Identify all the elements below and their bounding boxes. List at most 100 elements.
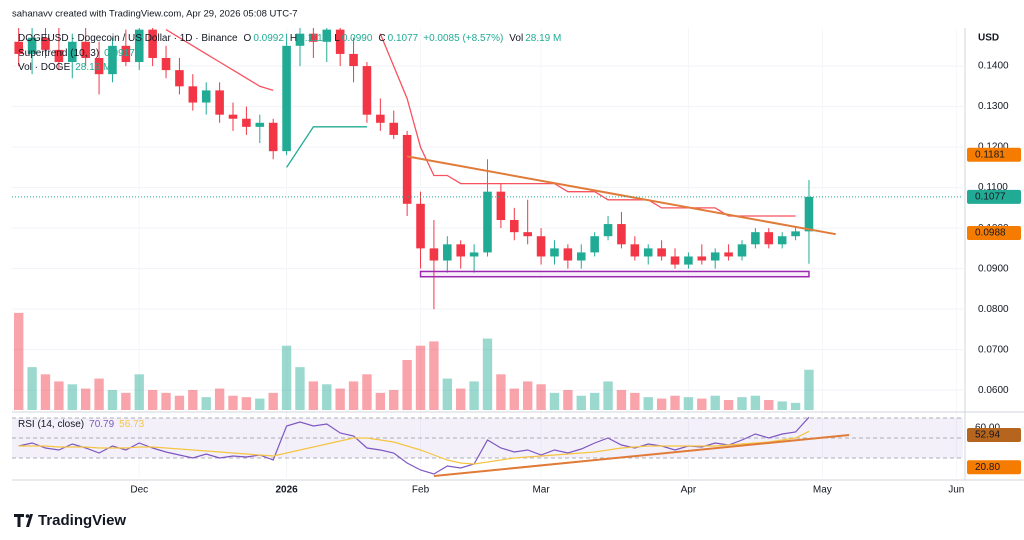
- y-tick-label: 0.1100: [978, 182, 1008, 193]
- candle-body: [389, 122, 399, 135]
- volume-bar: [442, 378, 453, 410]
- candle-body: [94, 57, 104, 75]
- volume-bar: [603, 381, 613, 410]
- rsi-layer: [12, 416, 963, 477]
- volume-bar: [67, 384, 77, 410]
- price-layer: [12, 28, 963, 310]
- y-tick-label: 0.0900: [978, 263, 1009, 274]
- price-label: 0.1077: [975, 192, 1006, 203]
- x-tick-label: Apr: [681, 485, 697, 496]
- candle-body: [563, 248, 573, 261]
- volume-bar: [281, 345, 292, 410]
- x-tick-label: Dec: [130, 485, 148, 496]
- volume-bar: [375, 392, 386, 410]
- source-note: sahanavv created with TradingView.com, A…: [12, 9, 298, 20]
- volume-bar: [295, 367, 305, 410]
- volume-bar: [268, 392, 278, 410]
- symbol-legend: DOGEUSD · Dogecoin / US Dollar · 1D · Bi…: [18, 33, 561, 44]
- rsi-value: 70.79: [89, 419, 114, 430]
- volume-bar: [616, 390, 627, 410]
- candle-body: [255, 122, 265, 127]
- candle-body: [41, 37, 50, 50]
- candle-body: [630, 244, 640, 257]
- price-label-box: [967, 189, 1021, 204]
- volume-bar: [188, 390, 198, 410]
- volume-bar: [804, 369, 814, 410]
- candle-body: [282, 45, 291, 152]
- candle-body: [751, 232, 760, 245]
- volume-bar: [589, 392, 600, 410]
- x-tick-label: Jun: [948, 485, 964, 496]
- volume-bar: [201, 397, 211, 410]
- candle-body: [684, 256, 693, 265]
- rsi-value-box: [967, 428, 1021, 443]
- candle-body: [376, 114, 385, 123]
- vol-label: Vol: [509, 33, 523, 44]
- ohlc-label: H: [290, 33, 297, 44]
- volume-bar: [522, 381, 533, 410]
- ohlc-label: O: [244, 33, 252, 44]
- candle-body: [134, 29, 144, 63]
- support-zone: [419, 270, 810, 278]
- volume-bar: [121, 392, 131, 410]
- candle-body: [590, 236, 599, 253]
- price-label: 0.1181: [975, 149, 1005, 160]
- price-label-box: [967, 147, 1021, 162]
- trendline: [406, 155, 836, 236]
- volume-bar: [777, 401, 787, 410]
- rsi-trendline: [433, 434, 850, 477]
- volume-bar: [630, 392, 640, 410]
- volume-bar: [750, 395, 761, 410]
- price-label-box: [967, 225, 1021, 240]
- candle-body: [175, 70, 184, 87]
- y-tick-label: 0.1300: [978, 101, 1009, 112]
- candle-body: [483, 191, 492, 253]
- candle-body: [362, 66, 372, 115]
- axis-layer: 0.14000.13000.12000.11000.10000.09000.08…: [130, 61, 1021, 496]
- volume-bar: [362, 374, 372, 410]
- candle-body: [429, 248, 439, 261]
- volume-bar: [496, 374, 506, 410]
- volume-bar: [643, 397, 653, 410]
- candle-body: [14, 41, 23, 54]
- volume-name: Vol · DOGE: [18, 62, 71, 73]
- candle-body: [188, 86, 198, 103]
- volume-bar: [509, 388, 519, 410]
- x-tick-label: Feb: [412, 485, 430, 496]
- volume-bar: [241, 397, 252, 410]
- logo-icon: [14, 514, 33, 527]
- volume-bar: [683, 397, 694, 410]
- candle-body: [268, 122, 278, 152]
- candle-body: [215, 90, 224, 115]
- rsi-value-box: [967, 460, 1021, 475]
- volume-bar: [389, 390, 399, 410]
- candle-body: [456, 244, 465, 257]
- y-tick-label: 0.0700: [978, 344, 1009, 355]
- ohlc-value: 0.1119: [299, 33, 329, 44]
- candle-body: [804, 196, 814, 232]
- grid-layer: [12, 28, 963, 478]
- volume-bar: [549, 392, 560, 410]
- volume-bar: [764, 400, 774, 410]
- rsi-name: RSI (14, close): [18, 419, 84, 430]
- rsi-value-label: 52.94: [975, 430, 1000, 441]
- volume-bar: [107, 390, 118, 410]
- rsi-legend: RSI (14, close) 70.79 56.73: [18, 419, 145, 430]
- candle-body: [335, 29, 345, 54]
- volume-bar: [697, 398, 707, 410]
- volume-bar: [737, 397, 747, 410]
- volume-bar: [308, 381, 319, 410]
- volume-bar: [790, 402, 801, 410]
- candle-body: [657, 248, 666, 257]
- candle-body: [536, 236, 546, 257]
- y-tick-label: 0.0800: [978, 304, 1009, 315]
- candle-body: [309, 33, 318, 42]
- candle-body: [27, 37, 37, 54]
- candle-body: [295, 33, 305, 46]
- candle-body: [496, 191, 506, 221]
- volume-bar: [402, 360, 412, 410]
- volume-bar: [174, 395, 185, 410]
- candle-body: [161, 57, 171, 71]
